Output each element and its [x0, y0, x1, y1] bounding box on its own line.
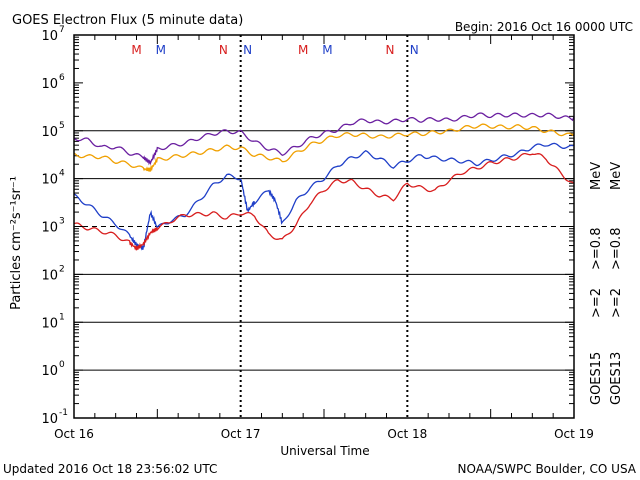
day-divider-ticks [239, 35, 409, 418]
series-line-1 [73, 123, 575, 172]
x-tick-label: Oct 19 [554, 427, 594, 441]
begin-label: Begin: 2016 Oct 16 0000 UTC [455, 20, 633, 34]
x-axis-label: Universal Time [280, 444, 369, 458]
x-tick-labels: Oct 16 Oct 17 Oct 18 Oct 19 [54, 35, 594, 441]
credit-text: NOAA/SWPC Boulder, CO USA [458, 462, 637, 476]
y-tick-exp: 6 [59, 73, 65, 83]
y-tick-base: 10 [41, 221, 58, 236]
legend: GOES15 GOES13 >=2 >=2 >=0.8 >=0.8 MeV Me… [589, 162, 624, 405]
legend-08mev-goes15: >=0.8 [589, 228, 604, 270]
marker-M: M [322, 43, 332, 57]
y-tick-base: 10 [41, 412, 58, 427]
chart-title: GOES Electron Flux (5 minute data) [12, 13, 243, 28]
y-tick-base: 10 [41, 364, 58, 379]
series-line-0 [73, 112, 575, 166]
y-tick-label: 10 3 [41, 217, 64, 236]
marker-N: N [410, 43, 419, 57]
x-tick-label: Oct 18 [387, 427, 427, 441]
y-tick-base: 10 [41, 29, 58, 44]
x-tick-label: Oct 16 [54, 427, 94, 441]
marker-M: M [156, 43, 166, 57]
marker-N: N [385, 43, 394, 57]
x-tick-label: Oct 17 [221, 427, 261, 441]
marker-N: N [243, 43, 252, 57]
y-tick-exp: -1 [59, 408, 68, 418]
y-tick-label: 10 5 [41, 121, 64, 140]
y-tick-exp: 5 [59, 121, 65, 131]
y-tick-label: 10 4 [41, 169, 65, 188]
y-tick-exp: 2 [59, 264, 65, 274]
y-tick-exp: 7 [59, 25, 65, 35]
y-tick-label: 10 7 [41, 25, 64, 44]
y-tick-label: 10 2 [41, 264, 64, 283]
y-tick-base: 10 [41, 268, 58, 283]
y-tick-base: 10 [41, 125, 58, 140]
series-line-3 [73, 152, 575, 251]
marker-M: M [131, 43, 141, 57]
marker-M: M [298, 43, 308, 57]
series-group [73, 112, 575, 251]
legend-unit-2: MeV [609, 162, 624, 190]
series-line-2 [73, 142, 575, 251]
y-tick-base: 10 [41, 77, 58, 92]
y-tick-label: 10 1 [41, 312, 64, 331]
y-tick-label: 10 6 [41, 73, 65, 92]
updated-timestamp: Updated 2016 Oct 18 23:56:02 UTC [3, 462, 217, 476]
marker-N: N [219, 43, 228, 57]
y-axis-label: Particles cm⁻²s⁻¹sr⁻¹ [9, 176, 24, 310]
y-tick-exp: 4 [59, 169, 65, 179]
legend-goes15: GOES15 [589, 352, 604, 405]
y-tick-exp: 0 [59, 360, 65, 370]
y-tick-label: 10 -1 [41, 408, 68, 427]
legend-2mev-goes15: >=2 [589, 288, 604, 318]
y-tick-base: 10 [41, 316, 58, 331]
legend-unit-1: MeV [589, 162, 604, 190]
y-tick-exp: 3 [59, 217, 65, 227]
legend-2mev-goes13: >=2 [609, 288, 624, 318]
legend-08mev-goes13: >=0.8 [609, 228, 624, 270]
y-tick-base: 10 [41, 173, 58, 188]
y-tick-exp: 1 [59, 312, 65, 322]
y-tick-label: 10 0 [41, 360, 65, 379]
legend-goes13: GOES13 [609, 352, 624, 405]
